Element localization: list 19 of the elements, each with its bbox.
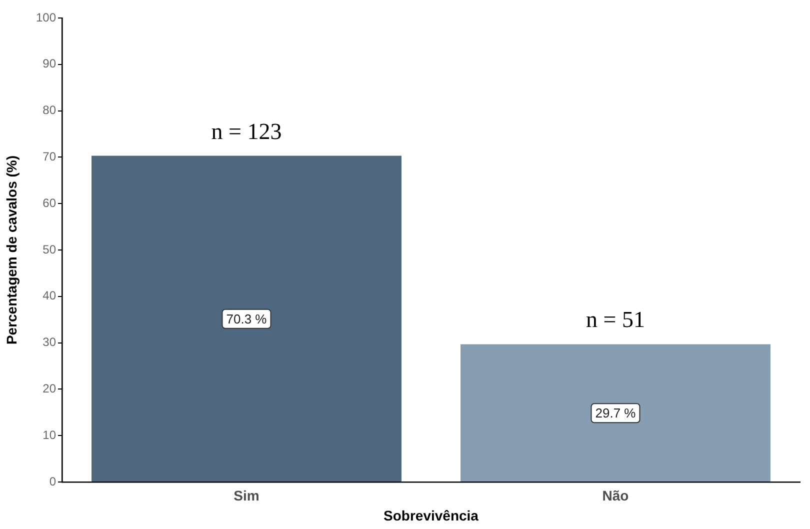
x-axis-title: Sobrevivência xyxy=(384,507,479,524)
y-tick-label: 50 xyxy=(42,242,56,256)
y-tick-label: 30 xyxy=(42,335,56,350)
y-tick-label: 70 xyxy=(42,150,56,164)
y-tick-label: 20 xyxy=(42,382,56,396)
y-tick-label: 10 xyxy=(42,428,56,442)
data-label: 70.3 % xyxy=(226,311,268,326)
data-label: 29.7 % xyxy=(595,406,636,421)
y-tick-label: 60 xyxy=(42,196,56,210)
y-tick-label: 0 xyxy=(49,474,56,488)
y-tick-label: 80 xyxy=(42,103,56,118)
x-tick-label: Sim xyxy=(234,487,260,504)
y-tick-label: 40 xyxy=(42,288,56,303)
x-tick-label: Não xyxy=(602,487,629,504)
y-tick-label: 100 xyxy=(36,10,56,24)
y-axis-title: Percentagem de cavalos (%) xyxy=(3,155,20,345)
annotation: n = 123 xyxy=(211,118,282,144)
y-tick-label: 90 xyxy=(42,56,56,71)
annotation: n = 51 xyxy=(586,307,645,332)
